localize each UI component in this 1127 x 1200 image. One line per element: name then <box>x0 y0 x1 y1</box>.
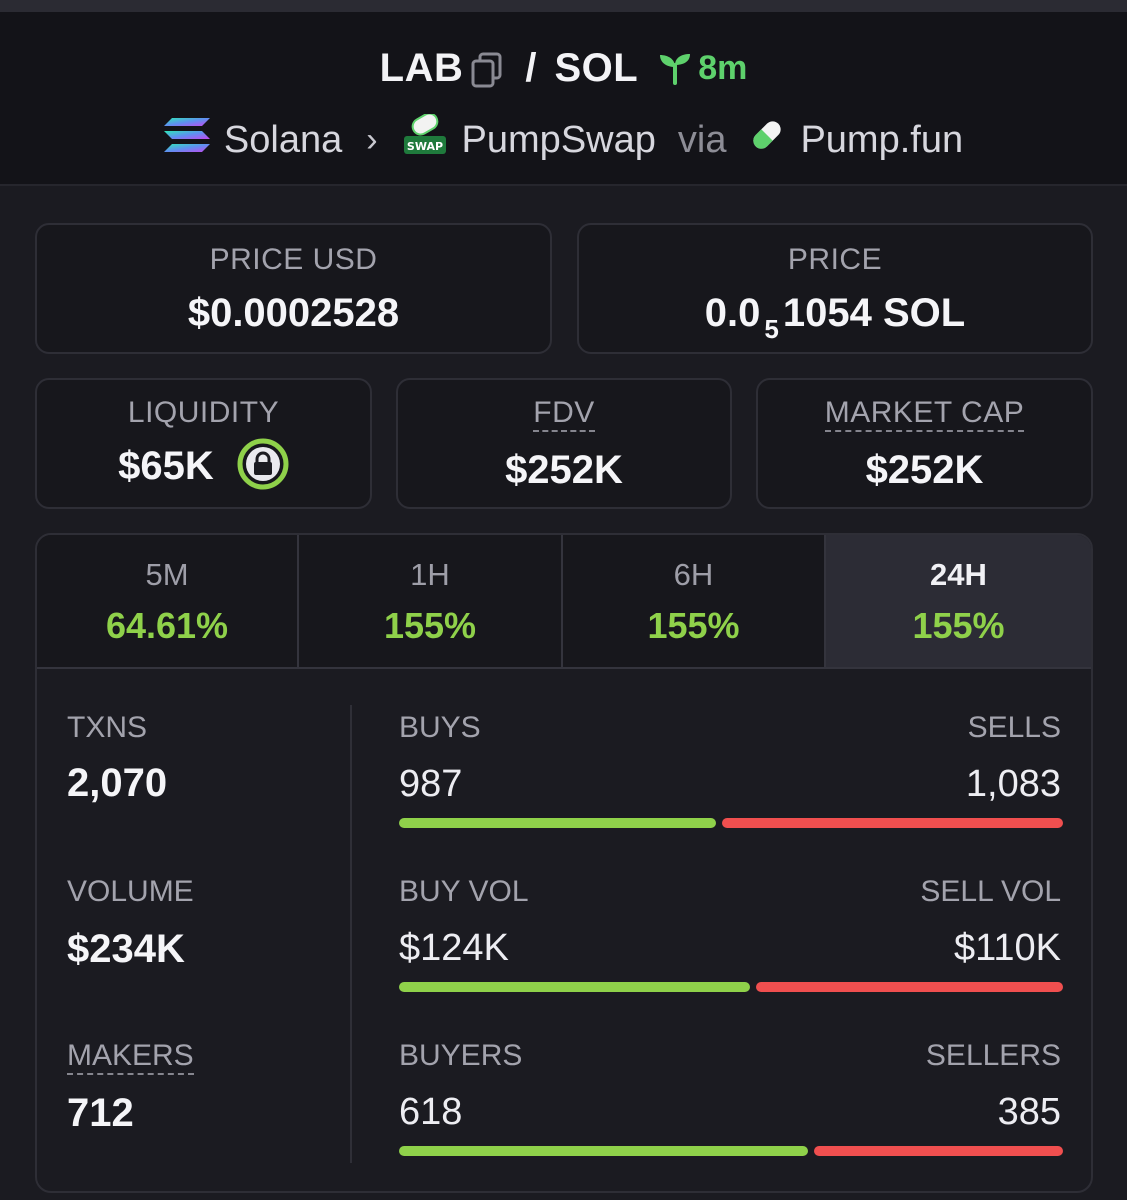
stats-panel: 5M 64.61% 1H 155% 6H 155% 24H 155% TXNS … <box>35 533 1093 1193</box>
price-usd-card: PRICE USD $0.0002528 <box>35 223 552 354</box>
tab-label: 6H <box>673 557 714 592</box>
price-native-label: PRICE <box>787 243 883 276</box>
sell-vol-value: $110K <box>953 927 1061 969</box>
buys-bar <box>399 818 716 828</box>
svg-text:SWAP: SWAP <box>406 140 442 153</box>
volume-label: VOLUME <box>67 875 194 908</box>
price-native-prefix: 0.0 <box>704 291 761 335</box>
makers-label[interactable]: MAKERS <box>67 1039 194 1075</box>
price-usd-value: $0.0002528 <box>187 291 400 335</box>
tab-change: 155% <box>383 605 477 646</box>
pair-header: LAB / SOL 8m <box>0 12 1127 186</box>
sells-bar <box>722 818 1063 828</box>
price-native-card: PRICE 0.0 5 1054 SOL <box>577 223 1093 354</box>
sellers-value: 385 <box>997 1091 1061 1133</box>
tab-label: 1H <box>410 557 450 592</box>
sells-value: 1,083 <box>965 763 1061 805</box>
volume-value: $234K <box>67 927 185 971</box>
breadcrumb: Solana › SWAP PumpSwap via Pump.fun <box>0 112 1127 168</box>
fdv-value: $252K <box>505 448 623 492</box>
price-usd-label: PRICE USD <box>209 243 378 276</box>
breadcrumb-chain[interactable]: Solana <box>223 118 343 161</box>
pair-age: 8m <box>698 48 748 87</box>
makers-value: 712 <box>67 1091 134 1135</box>
chevron-right-icon: › <box>366 120 378 159</box>
lock-icon[interactable] <box>237 438 289 490</box>
pair-separator: / <box>525 45 537 90</box>
liquidity-value-row: $65K <box>37 438 370 490</box>
txns-value: 2,070 <box>67 761 168 805</box>
sellers-label: SELLERS <box>925 1039 1061 1072</box>
tab-label: 24H <box>930 557 987 592</box>
liquidity-value: $65K <box>118 444 214 488</box>
buy-vol-bar <box>399 982 750 992</box>
buys-value: 987 <box>399 763 463 805</box>
sprout-icon <box>658 51 692 85</box>
tab-24h[interactable]: 24H 155% <box>826 535 1091 667</box>
market-cap-value: $252K <box>865 448 984 492</box>
quote-token-symbol: SOL <box>554 45 639 90</box>
pair-title: LAB / SOL 8m <box>0 44 1127 92</box>
buyers-bar <box>399 1146 808 1156</box>
tab-6h[interactable]: 6H 155% <box>563 535 826 667</box>
top-strip <box>0 0 1127 12</box>
buyers-label: BUYERS <box>399 1039 523 1072</box>
copy-icon[interactable] <box>471 52 503 88</box>
tab-label: 5M <box>145 557 189 592</box>
tab-5m[interactable]: 5M 64.61% <box>37 535 299 667</box>
price-native-zero-count: 5 <box>764 314 779 344</box>
tab-change: 155% <box>912 605 1005 646</box>
sell-vol-label: SELL VOL <box>920 875 1061 908</box>
buy-vol-label: BUY VOL <box>399 875 529 908</box>
column-divider <box>350 705 352 1163</box>
fdv-card: FDV $252K <box>396 378 732 509</box>
liquidity-card: LIQUIDITY $65K <box>35 378 372 509</box>
price-native-value: 0.0 5 1054 SOL <box>579 291 1091 344</box>
price-native-unit: SOL <box>882 291 966 335</box>
market-cap-card: MARKET CAP $252K <box>756 378 1093 509</box>
txns-label: TXNS <box>67 711 148 744</box>
buys-label: BUYS <box>399 711 481 744</box>
tab-change: 155% <box>647 605 740 646</box>
breadcrumb-dex[interactable]: PumpSwap <box>461 118 656 161</box>
fdv-label[interactable]: FDV <box>533 396 595 432</box>
market-cap-label[interactable]: MARKET CAP <box>824 396 1025 432</box>
sellers-bar <box>814 1146 1063 1156</box>
price-native-digits: 1054 <box>782 291 872 335</box>
liquidity-label: LIQUIDITY <box>127 396 280 429</box>
tab-change: 64.61% <box>105 605 229 646</box>
buyers-value: 618 <box>399 1091 463 1133</box>
sells-label: SELLS <box>967 711 1061 744</box>
via-label: via <box>677 118 727 161</box>
solana-icon <box>163 116 210 164</box>
pumpswap-icon: SWAP <box>402 112 448 166</box>
pill-icon <box>748 116 786 164</box>
timeframe-tabs: 5M 64.61% 1H 155% 6H 155% 24H 155% <box>37 535 1091 669</box>
buy-vol-value: $124K <box>399 927 509 969</box>
base-token-symbol: LAB <box>379 45 464 90</box>
sell-vol-bar <box>756 982 1063 992</box>
tab-1h[interactable]: 1H 155% <box>299 535 563 667</box>
breadcrumb-launchpad[interactable]: Pump.fun <box>800 118 964 161</box>
